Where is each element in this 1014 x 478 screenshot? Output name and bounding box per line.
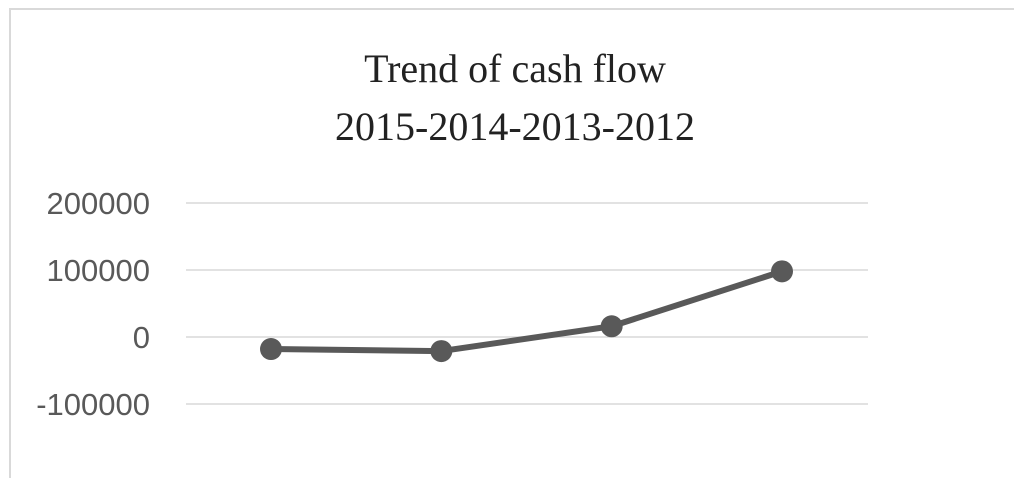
y-tick-label: 200000 (47, 186, 150, 221)
data-point (600, 315, 623, 338)
y-tick-label: 0 (133, 320, 150, 355)
series-line (268, 268, 785, 355)
chart-frame (9, 8, 1014, 478)
y-tick-label: 100000 (47, 253, 150, 288)
data-point (430, 340, 453, 363)
series-layer (260, 260, 793, 363)
data-point (771, 260, 793, 283)
y-axis-ticks: 200000 100000 0 -100000 (36, 186, 150, 422)
chart-title: Trend of cash flow (364, 46, 666, 91)
chart-subtitle: 2015-2014-2013-2012 (335, 104, 695, 149)
chart-title-block: Trend of cash flow 2015-2014-2013-2012 (0, 40, 1014, 156)
data-point (260, 338, 282, 361)
gridlines (186, 202, 868, 405)
y-tick-label: -100000 (36, 387, 150, 422)
